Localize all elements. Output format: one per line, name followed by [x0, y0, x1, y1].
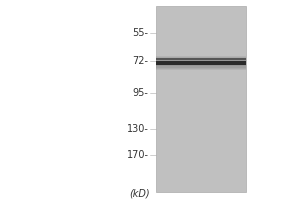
Text: 55-: 55-	[133, 28, 148, 38]
Text: 95-: 95-	[133, 88, 148, 98]
Bar	[156, 57, 246, 69]
Bar	[156, 56, 246, 70]
Text: 170-: 170-	[127, 150, 148, 160]
Bar	[156, 58, 246, 60]
Bar	[156, 61, 246, 65]
Bar	[156, 6, 246, 192]
Bar	[156, 58, 246, 68]
Text: 72-: 72-	[133, 56, 148, 66]
Text: (kD): (kD)	[129, 188, 150, 198]
Bar	[156, 60, 246, 66]
Text: 130-: 130-	[127, 124, 148, 134]
